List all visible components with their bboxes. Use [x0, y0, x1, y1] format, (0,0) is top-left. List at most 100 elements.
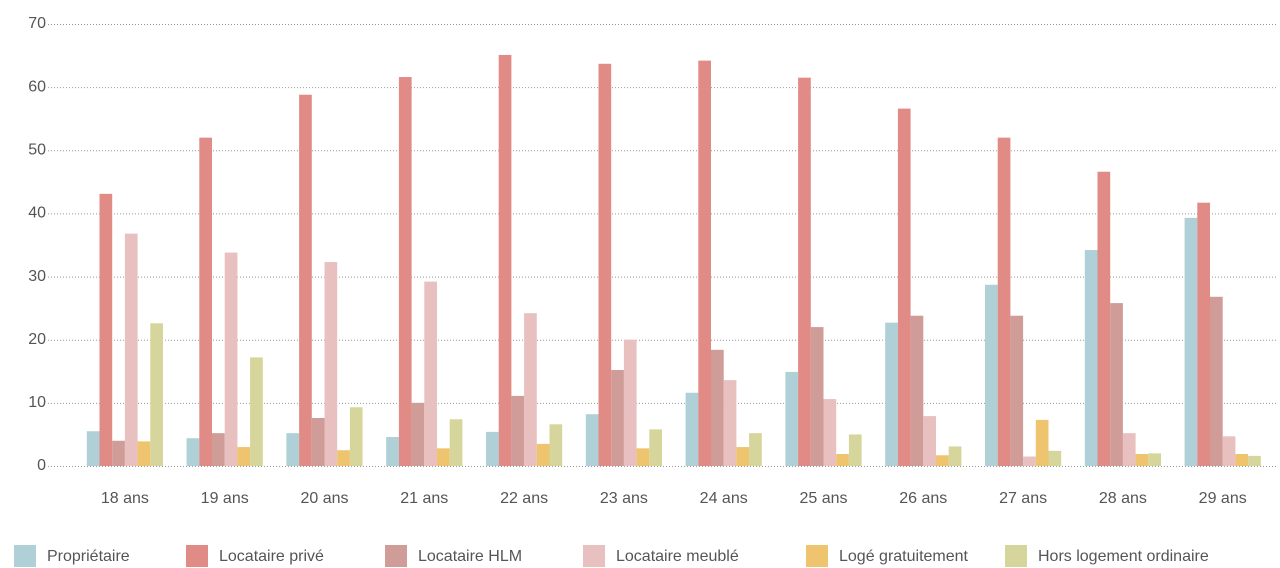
bar	[997, 137, 1011, 466]
x-tick-label: 28 ans	[1099, 490, 1147, 507]
y-tick-label: 40	[28, 205, 46, 222]
bar	[250, 357, 263, 466]
bar	[1184, 217, 1198, 466]
bar	[649, 429, 662, 466]
bar	[511, 395, 525, 466]
bar	[1222, 436, 1236, 466]
bar	[785, 371, 799, 466]
bar	[611, 370, 624, 466]
bar	[1035, 419, 1049, 466]
bar	[137, 441, 151, 466]
bar	[636, 448, 650, 466]
bar	[99, 193, 113, 466]
bar	[749, 433, 762, 466]
bar	[897, 108, 911, 467]
bar	[810, 327, 824, 466]
bar	[349, 407, 363, 466]
bar	[150, 323, 163, 466]
bar	[1235, 454, 1249, 466]
bar	[549, 424, 563, 466]
bar	[1135, 454, 1149, 466]
x-tick-label: 25 ans	[799, 490, 847, 507]
y-tick-label: 60	[28, 78, 46, 95]
legend-label: Locataire privé	[219, 548, 324, 565]
bar	[1084, 250, 1098, 466]
bar	[1148, 453, 1161, 466]
bar	[948, 446, 962, 466]
x-tick-label: 27 ans	[999, 490, 1047, 507]
bar	[936, 455, 949, 466]
legend-label: Logé gratuitement	[839, 548, 969, 565]
bar	[324, 262, 338, 466]
x-tick-label: 21 ans	[400, 490, 448, 507]
bar	[486, 431, 499, 466]
bar	[848, 434, 862, 466]
bar	[1048, 450, 1062, 466]
bar	[1248, 455, 1261, 466]
bar	[337, 450, 350, 466]
bar	[398, 77, 412, 466]
legend-label: Hors logement ordinaire	[1038, 548, 1209, 565]
bar	[923, 416, 936, 466]
y-tick-label: 30	[28, 268, 46, 285]
bar	[698, 60, 711, 466]
x-tick-label: 20 ans	[300, 490, 348, 507]
bar	[823, 399, 837, 466]
bar	[1010, 315, 1024, 466]
x-tick-label: 29 ans	[1199, 490, 1247, 507]
bar	[736, 447, 750, 466]
bar	[685, 392, 699, 466]
legend-swatch	[1005, 545, 1027, 567]
bar	[186, 438, 200, 466]
legend-swatch	[186, 545, 208, 567]
bar	[286, 433, 300, 466]
x-tick-label: 26 ans	[899, 490, 947, 507]
bar	[585, 414, 599, 466]
bar	[411, 402, 425, 466]
bar	[910, 315, 924, 466]
bar	[449, 419, 463, 466]
y-tick-label: 20	[28, 331, 46, 348]
bar	[798, 77, 811, 467]
bar	[437, 448, 450, 466]
legend-swatch	[583, 545, 605, 567]
bar	[985, 284, 998, 466]
x-tick-label: 18 ans	[101, 490, 149, 507]
bar	[1197, 202, 1210, 467]
bar	[598, 63, 612, 466]
bar	[299, 94, 312, 466]
y-tick-label: 50	[28, 142, 46, 159]
bar	[86, 431, 100, 466]
bar	[723, 380, 737, 466]
x-tick-label: 22 ans	[500, 490, 548, 507]
y-tick-label: 70	[28, 15, 46, 32]
bar	[623, 339, 637, 466]
bar	[386, 436, 399, 466]
bar	[1023, 456, 1036, 466]
legend-swatch	[14, 545, 36, 567]
x-tick-label: 23 ans	[600, 490, 648, 507]
bar	[311, 418, 325, 466]
y-tick-label: 10	[28, 394, 46, 411]
legend-label: Locataire HLM	[418, 548, 522, 565]
bar	[224, 252, 238, 466]
bar	[1110, 303, 1123, 466]
bar	[536, 443, 550, 466]
legend-swatch	[806, 545, 828, 567]
bar	[112, 440, 125, 466]
y-tick-label: 0	[37, 457, 46, 474]
legend-swatch	[385, 545, 407, 567]
bar	[498, 54, 512, 466]
bar	[237, 447, 251, 466]
bar	[524, 313, 537, 466]
bar	[424, 281, 437, 466]
x-tick-label: 24 ans	[700, 490, 748, 507]
bar	[711, 349, 724, 466]
bar	[212, 433, 225, 466]
bar	[836, 454, 849, 466]
bar	[124, 233, 138, 466]
bar	[885, 322, 898, 466]
legend-label: Propriétaire	[47, 548, 130, 565]
legend-label: Locataire meublé	[616, 548, 739, 565]
